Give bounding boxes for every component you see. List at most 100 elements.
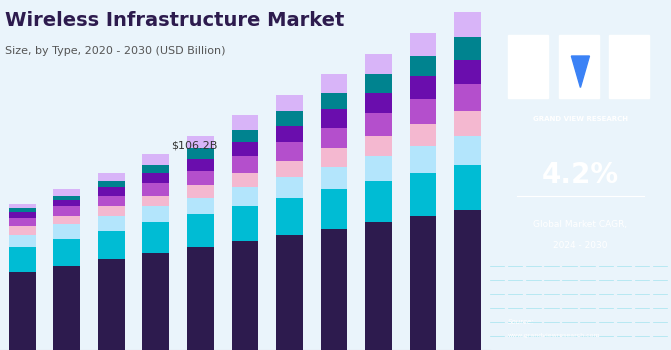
Bar (276, 235, 303, 350)
Bar (142, 196, 169, 206)
Bar (9, 218, 36, 226)
Bar (98, 187, 125, 196)
Bar (187, 214, 214, 247)
Text: Wireless Infrastructure Market: Wireless Infrastructure Market (5, 10, 344, 29)
Text: GRAND VIEW RESEARCH: GRAND VIEW RESEARCH (533, 116, 628, 122)
Bar (54, 189, 80, 196)
Bar (142, 165, 169, 173)
Bar (54, 224, 80, 239)
Bar (187, 198, 214, 214)
Bar (276, 95, 303, 111)
FancyBboxPatch shape (559, 35, 599, 98)
Bar (454, 136, 481, 165)
Bar (365, 181, 392, 222)
Bar (365, 156, 392, 181)
Bar (187, 159, 214, 171)
Bar (276, 142, 303, 161)
Bar (142, 154, 169, 165)
Bar (454, 111, 481, 136)
FancyBboxPatch shape (508, 35, 548, 98)
Bar (365, 222, 392, 350)
Bar (321, 93, 348, 109)
Bar (9, 204, 36, 208)
Bar (187, 185, 214, 198)
Bar (98, 259, 125, 350)
Bar (365, 74, 392, 93)
Bar (9, 212, 36, 218)
Bar (321, 189, 348, 229)
Text: Source:: Source: (508, 319, 535, 325)
Bar (321, 128, 348, 148)
Bar (454, 84, 481, 111)
Text: Global Market CAGR,: Global Market CAGR, (533, 219, 627, 229)
Bar (9, 208, 36, 212)
Bar (54, 239, 80, 266)
Bar (321, 148, 348, 167)
Bar (231, 241, 258, 350)
Bar (231, 130, 258, 142)
Bar (454, 165, 481, 210)
Bar (98, 196, 125, 206)
Bar (365, 93, 392, 113)
Bar (231, 115, 258, 130)
Text: www.grandviewresearch.com: www.grandviewresearch.com (508, 334, 601, 338)
Bar (410, 216, 436, 350)
Bar (98, 231, 125, 259)
Bar (365, 54, 392, 74)
Bar (187, 171, 214, 185)
Bar (454, 12, 481, 37)
Bar (9, 272, 36, 350)
Bar (410, 146, 436, 173)
Bar (231, 156, 258, 173)
Text: $106.2B: $106.2B (172, 140, 218, 150)
Bar (54, 196, 80, 200)
Bar (98, 206, 125, 216)
Bar (142, 253, 169, 350)
Bar (454, 37, 481, 60)
Bar (231, 173, 258, 187)
Bar (276, 198, 303, 235)
Bar (142, 222, 169, 253)
Bar (231, 142, 258, 156)
Bar (187, 247, 214, 350)
Bar (410, 33, 436, 56)
Bar (231, 206, 258, 241)
Bar (276, 177, 303, 198)
Bar (142, 206, 169, 222)
Bar (365, 113, 392, 136)
Bar (54, 200, 80, 206)
Bar (454, 60, 481, 84)
Text: 4.2%: 4.2% (542, 161, 619, 189)
Text: Size, by Type, 2020 - 2030 (USD Billion): Size, by Type, 2020 - 2030 (USD Billion) (5, 46, 225, 56)
Bar (276, 126, 303, 142)
Bar (410, 99, 436, 124)
Bar (54, 206, 80, 216)
Bar (98, 216, 125, 231)
Bar (410, 173, 436, 216)
Bar (276, 111, 303, 126)
Bar (9, 235, 36, 247)
FancyBboxPatch shape (609, 35, 650, 98)
Bar (321, 167, 348, 189)
Bar (410, 56, 436, 76)
Bar (187, 148, 214, 159)
Bar (410, 124, 436, 146)
Bar (321, 229, 348, 350)
Bar (187, 136, 214, 148)
Bar (142, 183, 169, 196)
Bar (142, 173, 169, 183)
Bar (321, 74, 348, 93)
Bar (410, 76, 436, 99)
Bar (54, 216, 80, 224)
Text: 2024 - 2030: 2024 - 2030 (553, 240, 608, 250)
Bar (54, 266, 80, 350)
Bar (454, 210, 481, 350)
Bar (9, 226, 36, 235)
Bar (9, 247, 36, 272)
Bar (98, 173, 125, 181)
Bar (276, 161, 303, 177)
Bar (231, 187, 258, 206)
Polygon shape (571, 56, 590, 88)
Bar (98, 181, 125, 187)
Bar (321, 109, 348, 128)
